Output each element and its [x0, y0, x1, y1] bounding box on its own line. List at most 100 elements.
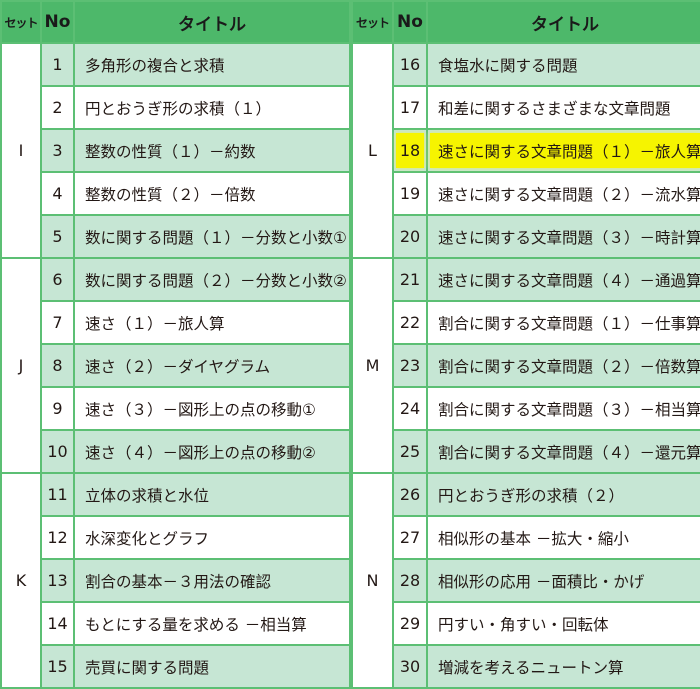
lesson-number: 8 [40, 343, 75, 388]
header-set: セット [0, 0, 42, 44]
lesson-number: 24 [392, 386, 428, 431]
lesson-number-text: 2 [52, 98, 63, 117]
table-row: 4 整数の性質（２）－倍数 [1, 171, 351, 216]
lesson-table-right: セット No タイトル L 16 食塩水に関する問題 17 和差に関するさまざまな文章問題 18… [351, 0, 700, 689]
lesson-title: 割合に関する文章問題（３）－相当算 [426, 386, 700, 431]
lesson-number: 4 [40, 171, 75, 216]
lesson-number-text: 8 [52, 356, 63, 375]
table-row: 18 速さに関する文章問題（１）－旅人算 [352, 128, 700, 173]
lesson-title: 整数の性質（１）－約数 [73, 128, 351, 173]
lesson-number: 2 [40, 85, 75, 130]
lesson-number-text: 7 [52, 313, 63, 332]
lesson-title: 相似形の基本 －拡大・縮小 [426, 515, 700, 560]
lesson-title-text: 速さ（３）－図形上の点の移動① [85, 400, 316, 419]
lesson-number-text: 13 [47, 571, 68, 590]
lesson-title: 和差に関するさまざまな文章問題 [426, 85, 700, 130]
lesson-title-text: 相似形の基本 －拡大・縮小 [438, 529, 629, 548]
lesson-number-text: 24 [399, 399, 421, 418]
lesson-title: 速さ（４）－図形上の点の移動② [73, 429, 351, 474]
lesson-title: 速さ（２）－ダイヤグラム [73, 343, 351, 388]
table-row: 12 水深変化とグラフ [1, 515, 351, 560]
table-row: N 26 円とおうぎ形の求積（２） [351, 472, 700, 689]
table-row: 13 割合の基本－３用法の確認 [1, 558, 351, 603]
table-row: 3 整数の性質（１）－約数 [1, 128, 351, 173]
table-row: 17 和差に関するさまざまな文章問題 [352, 85, 700, 130]
lesson-number: 25 [392, 429, 428, 474]
lesson-number-text: 26 [399, 485, 421, 504]
lesson-number: 22 [392, 300, 428, 345]
lesson-title-text: 速さに関する文章問題（４）－通過算 [438, 271, 700, 290]
header-no: No [392, 0, 428, 44]
lesson-number: 9 [40, 386, 75, 431]
lesson-number-text: 17 [399, 98, 421, 117]
lesson-number-text: 20 [399, 227, 421, 246]
lesson-number: 6 [40, 257, 75, 302]
lesson-table-left: セット No タイトル I 1 多角形の複合と求積 2 円とおうぎ形の求積（１） 3 整数の性質（… [0, 0, 351, 689]
lesson-title-text: 水深変化とグラフ [85, 529, 210, 548]
table-row: M 21 速さに関する文章問題（４）－通過算 [351, 257, 700, 474]
lesson-title: 円とおうぎ形の求積（１） [73, 85, 351, 130]
lesson-number-text: 4 [52, 184, 63, 203]
set-label: L [351, 42, 394, 259]
lesson-number: 7 [40, 300, 75, 345]
lesson-title-text: 食塩水に関する問題 [438, 56, 578, 75]
lesson-title-text: もとにする量を求める －相当算 [85, 615, 307, 634]
table-row: 29 円すい・角すい・回転体 [352, 601, 700, 646]
table-row: 23 割合に関する文章問題（２）－倍数算 [352, 343, 700, 388]
lesson-title-text: 速さに関する文章問題（３）－時計算 [438, 228, 700, 247]
lesson-number-text: 5 [52, 227, 63, 246]
lesson-number-text: 11 [47, 485, 68, 504]
set-label: I [0, 42, 42, 259]
lesson-number-text: 6 [52, 270, 63, 289]
table-row: 30 増減を考えるニュートン算 [352, 644, 700, 689]
header-title: タイトル [426, 0, 700, 44]
header-row: セット No タイトル [351, 0, 700, 44]
lesson-title-text: 円とおうぎ形の求積（２） [438, 486, 625, 505]
lesson-title: 円すい・角すい・回転体 [426, 601, 700, 646]
lesson-number-text: 14 [47, 614, 68, 633]
lesson-number: 1 [40, 42, 75, 87]
table-row: 24 割合に関する文章問題（３）－相当算 [352, 386, 700, 431]
lesson-number-text: 22 [399, 313, 421, 332]
lesson-title-text: 割合の基本－３用法の確認 [85, 572, 272, 591]
lesson-number: 13 [40, 558, 75, 603]
lesson-number: 17 [392, 85, 428, 130]
lesson-number-text: 15 [47, 657, 68, 676]
table-row: 15 売買に関する問題 [1, 644, 351, 689]
table-row: 9 速さ（３）－図形上の点の移動① [1, 386, 351, 431]
lesson-title-text: 立体の求積と水位 [85, 486, 210, 505]
lesson-title-text: 整数の性質（２）－倍数 [85, 185, 256, 204]
lesson-number: 27 [392, 515, 428, 560]
lesson-title-text: 相似形の応用 －面積比・かげ [438, 572, 645, 591]
lesson-number-text: 16 [399, 55, 421, 74]
lesson-number: 26 [392, 472, 428, 517]
table-row: 25 割合に関する文章問題（４）－還元算 [352, 429, 700, 474]
set-label: N [351, 472, 394, 689]
lesson-title: 整数の性質（２）－倍数 [73, 171, 351, 216]
lesson-number: 21 [392, 257, 428, 302]
lesson-title-text: 割合に関する文章問題（４）－還元算 [438, 443, 700, 462]
lesson-number-text: 21 [399, 270, 421, 289]
lesson-title-text: 数に関する問題（２）－分数と小数② [85, 271, 347, 290]
lesson-title-text: 速さ（２）－ダイヤグラム [85, 357, 271, 376]
lesson-title: 速さに関する文章問題（３）－時計算 [426, 214, 700, 259]
lesson-number: 19 [392, 171, 428, 216]
lesson-number-text: 1 [52, 55, 63, 74]
lesson-title-text: 整数の性質（１）－約数 [85, 142, 256, 161]
lesson-title-text: 速さに関する文章問題（２）－流水算 [438, 185, 700, 204]
lesson-number-text: 12 [47, 528, 68, 547]
lesson-number: 14 [40, 601, 75, 646]
lesson-title: 数に関する問題（１）－分数と小数① [73, 214, 351, 259]
set-label: M [351, 257, 394, 474]
lesson-number-text: 28 [399, 571, 421, 590]
lesson-number-text: 9 [52, 399, 63, 418]
table-row: K 11 立体の求積と水位 [0, 472, 351, 689]
lesson-title-highlighted: 速さに関する文章問題（１）－旅人算 [426, 128, 700, 173]
lesson-title: 速さ（１）－旅人算 [73, 300, 351, 345]
lesson-number: 12 [40, 515, 75, 560]
lesson-number: 29 [392, 601, 428, 646]
table-row: J 6 数に関する問題（２）－分数と小数② [0, 257, 351, 474]
set-label: J [0, 257, 42, 474]
table-row: L 16 食塩水に関する問題 [351, 42, 700, 259]
lesson-title-text: 割合に関する文章問題（３）－相当算 [438, 400, 700, 419]
